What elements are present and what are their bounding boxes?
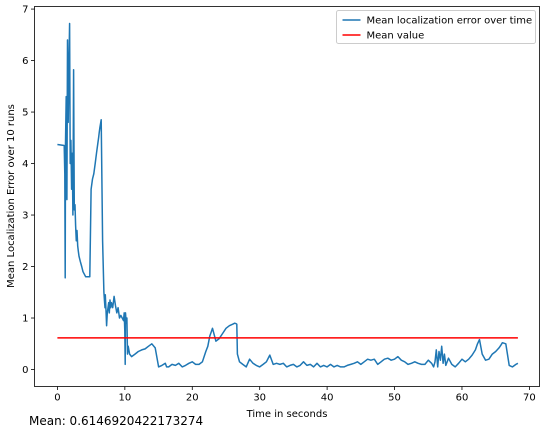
y-axis-label: Mean Localization Error over 10 runs (6, 104, 17, 288)
y-tick-label: 7 (22, 5, 28, 16)
y-tick-label: 5 (22, 108, 28, 119)
x-tick-label: 20 (186, 393, 199, 404)
legend: Mean localization error over time Mean va… (336, 10, 536, 44)
y-tick-label: 1 (22, 314, 28, 325)
x-tick-label: 30 (253, 393, 266, 404)
y-tick-label: 4 (22, 159, 28, 170)
x-axis-label: Time in seconds (246, 409, 328, 420)
x-tick-label: 60 (456, 393, 469, 404)
y-tick-label: 0 (22, 365, 28, 376)
legend-box (336, 10, 536, 44)
y-tick-label: 3 (22, 211, 28, 222)
x-tick-label: 0 (54, 393, 60, 404)
error-series-line (57, 22, 519, 368)
x-tick-label: 50 (388, 393, 401, 404)
legend-label: Mean localization error over time (367, 16, 533, 27)
y-tick-label: 2 (22, 262, 28, 273)
plot-lines (57, 22, 519, 368)
axis-ticks: 0 10 20 30 40 50 60 70 0 1 2 3 4 5 6 7 (22, 5, 536, 404)
y-tick-label: 6 (22, 56, 28, 67)
mean-value-caption: Mean: 0.6146920422173274 (29, 414, 204, 428)
x-tick-label: 70 (523, 393, 536, 404)
x-tick-label: 10 (118, 393, 131, 404)
legend-label: Mean value (367, 31, 425, 42)
axes-frame (34, 6, 540, 387)
x-tick-label: 40 (321, 393, 334, 404)
